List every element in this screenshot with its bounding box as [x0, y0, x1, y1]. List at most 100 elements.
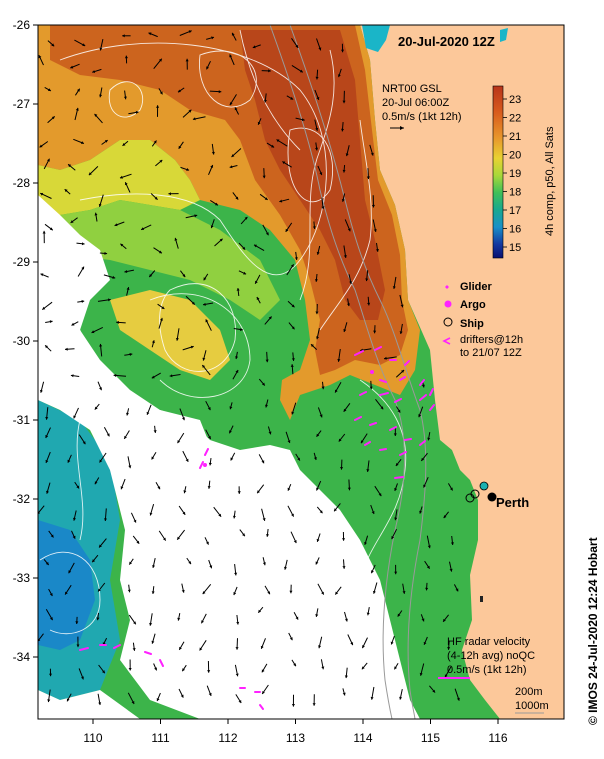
current-arrowhead: [264, 197, 268, 200]
current-arrowhead: [316, 251, 320, 255]
current-arrowhead: [341, 128, 345, 132]
current-arrowhead: [81, 676, 84, 680]
light-green-band: [38, 200, 280, 320]
current-arrowhead: [262, 382, 265, 386]
current-arrowhead: [136, 540, 140, 544]
current-arrowhead: [289, 590, 293, 594]
current-arrowhead: [191, 301, 195, 305]
current-arrowhead: [290, 264, 294, 268]
current-arrowhead: [293, 663, 296, 667]
current-arrowhead: [375, 249, 379, 252]
current-arrowhead: [210, 165, 214, 168]
current-arrowhead: [235, 196, 239, 200]
current-arrowhead: [151, 456, 155, 460]
current-arrowhead: [45, 345, 48, 349]
credit-text: © IMOS 24-Jul-2020 12:24 Hobart: [586, 537, 600, 725]
svg-text:Glider: Glider: [460, 281, 493, 293]
current-arrowhead: [94, 406, 98, 410]
current-arrowhead: [450, 487, 453, 491]
current-arrowhead: [181, 589, 185, 593]
current-arrowhead: [202, 591, 206, 595]
current-arrowhead: [371, 511, 375, 514]
current-arrowhead: [199, 647, 203, 651]
current-arrowhead: [146, 411, 150, 415]
current-arrowhead: [291, 358, 295, 361]
current-arrowhead: [177, 536, 180, 540]
current-arrowhead: [65, 347, 68, 351]
current-arrowhead: [287, 440, 291, 443]
current-arrowhead: [231, 154, 235, 157]
svg-text:20-Jul 06:00Z: 20-Jul 06:00Z: [382, 97, 450, 109]
current-arrowhead: [39, 144, 43, 148]
current-arrowhead: [394, 488, 398, 491]
current-arrowhead: [129, 352, 133, 356]
x-tick-label: 112: [218, 731, 237, 745]
current-arrowhead: [316, 433, 320, 437]
current-arrowhead: [70, 220, 74, 223]
svg-text:0.5m/s (1kt 12h): 0.5m/s (1kt 12h): [447, 664, 526, 676]
current-arrowhead: [284, 566, 287, 570]
current-arrowhead: [369, 386, 373, 390]
current-arrowhead: [42, 306, 46, 310]
current-arrowhead: [297, 457, 300, 461]
current-arrowhead: [106, 433, 110, 437]
current-arrowhead: [314, 279, 318, 282]
current-arrowhead: [316, 96, 320, 100]
y-tick-label: -27: [13, 97, 31, 111]
current-arrowhead: [312, 703, 316, 706]
current-arrowhead: [45, 417, 49, 420]
current-arrowhead: [444, 674, 448, 678]
current-arrowhead: [75, 621, 79, 624]
current-arrowhead: [337, 74, 341, 78]
isobaths: [269, 25, 427, 719]
current-arrowhead: [205, 319, 209, 323]
current-arrowhead: [362, 645, 365, 649]
current-arrowhead: [64, 189, 68, 193]
hot-core: [240, 30, 385, 320]
current-arrowhead: [185, 458, 189, 462]
current-arrowhead: [350, 642, 354, 646]
current-arrowhead: [104, 140, 108, 143]
current-arrowhead: [76, 644, 80, 648]
current-arrowhead: [234, 107, 238, 111]
current-arrowhead: [343, 255, 347, 258]
colorbar: 23 22 21 20 19 18 17 16 15 4h comp, p50, All Sat…: [492, 85, 556, 259]
current-arrowhead: [318, 645, 322, 649]
x-tick-label: 113: [286, 731, 305, 745]
current-arrowhead: [342, 100, 346, 104]
current-arrowhead: [99, 387, 102, 391]
current-arrowhead: [316, 487, 319, 491]
current-arrowhead: [229, 406, 233, 410]
current-arrowhead: [301, 118, 305, 122]
current-arrowhead: [124, 270, 128, 273]
current-arrowhead: [342, 169, 346, 173]
current-arrowhead: [294, 257, 298, 260]
current-arrowhead: [206, 66, 209, 70]
current-arrowhead: [349, 281, 353, 284]
y-tick-label: -30: [13, 334, 31, 348]
current-arrowhead: [240, 328, 243, 332]
current-arrowhead: [218, 90, 222, 94]
current-arrowhead: [98, 203, 102, 207]
current-arrowhead: [94, 113, 98, 117]
current-arrowhead: [47, 699, 51, 703]
current-arrowhead: [335, 591, 339, 595]
current-arrowhead: [366, 612, 370, 616]
current-arrowhead: [282, 161, 286, 165]
current-arrowhead: [242, 246, 246, 250]
current-arrowhead: [177, 440, 181, 444]
current-arrowhead: [231, 32, 235, 36]
current-arrowhead: [158, 58, 162, 62]
current-arrowhead: [233, 592, 237, 596]
current-arrowhead: [73, 415, 77, 419]
current-arrowhead: [235, 356, 239, 359]
current-arrowhead: [66, 698, 70, 702]
current-arrowhead: [156, 698, 160, 701]
current-arrowhead: [206, 541, 209, 545]
current-arrowhead: [207, 486, 211, 489]
current-arrowhead: [154, 196, 158, 200]
current-arrowhead: [38, 638, 41, 642]
current-arrowhead: [366, 469, 370, 472]
yellow-band: [38, 140, 200, 215]
current-arrowhead: [182, 511, 186, 515]
